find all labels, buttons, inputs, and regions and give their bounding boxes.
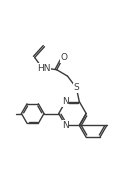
Text: HN: HN xyxy=(37,64,50,73)
Text: N: N xyxy=(62,97,69,106)
Text: O: O xyxy=(61,53,68,62)
Text: N: N xyxy=(62,121,69,130)
Text: S: S xyxy=(74,83,79,92)
